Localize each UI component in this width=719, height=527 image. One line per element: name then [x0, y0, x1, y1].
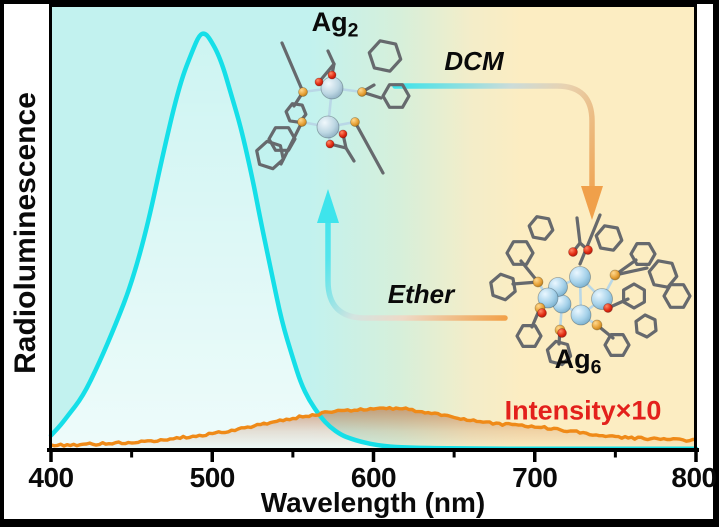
- ether-arrow: [325, 220, 508, 321]
- ether-label: Ether: [387, 279, 455, 309]
- x-tick-label-800: 800: [671, 462, 717, 493]
- dcm-arrow-head-icon: [581, 186, 603, 220]
- ag2-emission-fill: [51, 33, 696, 450]
- ag6-emission-fill: [51, 407, 696, 450]
- silver-atom-icon: [537, 287, 559, 309]
- x-tick-label-700: 700: [512, 462, 558, 493]
- ag2-molecule: [255, 39, 411, 175]
- oxygen-atom-icon: [327, 70, 337, 80]
- phosphorus-atom-icon: [532, 276, 544, 288]
- oxygen-atom-icon: [338, 129, 348, 139]
- ag2-emission-curve: [48, 31, 699, 451]
- ag6-emission-curve: [50, 405, 697, 448]
- phosphorus-atom-icon: [350, 117, 360, 127]
- oxygen-atom-icon: [557, 328, 567, 338]
- ag6-label: Ag6: [555, 346, 602, 378]
- x-axis-line: [47, 448, 699, 452]
- silver-atom-icon: [569, 266, 591, 288]
- oxygen-atom-icon: [314, 77, 324, 87]
- plot-top-spine: [49, 4, 697, 7]
- silver-atom-icon: [320, 76, 344, 100]
- x-axis-label: Wavelength (nm): [260, 487, 486, 518]
- interconversion-arrows: [317, 83, 603, 321]
- ag6-molecule: [489, 213, 692, 367]
- ag2-label-subscript: 2: [347, 19, 359, 42]
- oxygen-atom-icon: [603, 303, 613, 313]
- silver-atom-icon: [570, 304, 592, 326]
- phosphorus-atom-icon: [297, 117, 307, 127]
- silver-atom-icon: [316, 115, 340, 139]
- dcm-label: DCM: [444, 46, 504, 76]
- plot-right-spine: [694, 4, 697, 452]
- oxygen-atom-icon: [568, 247, 578, 257]
- phosphorus-atom-icon: [609, 269, 621, 281]
- ag6-label-text: Ag: [554, 344, 591, 375]
- oxygen-atom-icon: [325, 139, 335, 149]
- y-axis-label: Radioluminescence: [9, 92, 42, 374]
- x-tick-label-500: 500: [189, 462, 236, 493]
- dcm-arrow: [392, 83, 595, 191]
- ether-arrow-head-icon: [317, 189, 339, 223]
- ag2-label: Ag2: [312, 9, 359, 41]
- ag2-label-text: Ag: [311, 7, 348, 38]
- oxygen-atom-icon: [583, 245, 593, 255]
- x-tick-label-400: 400: [28, 462, 74, 493]
- phosphorus-atom-icon: [298, 87, 308, 97]
- spectra-and-scheme-canvas: [48, 31, 699, 462]
- ag6-label-subscript: 6: [590, 356, 602, 379]
- x-tick-label-600: 600: [350, 462, 397, 493]
- intensity-x10-label: Intensity×10: [504, 395, 662, 426]
- phosphorus-atom-icon: [357, 87, 367, 97]
- plot-left-spine: [49, 4, 52, 452]
- plot-area: [48, 6, 699, 462]
- oxygen-atom-icon: [537, 308, 547, 318]
- phosphorus-atom-icon: [591, 319, 603, 331]
